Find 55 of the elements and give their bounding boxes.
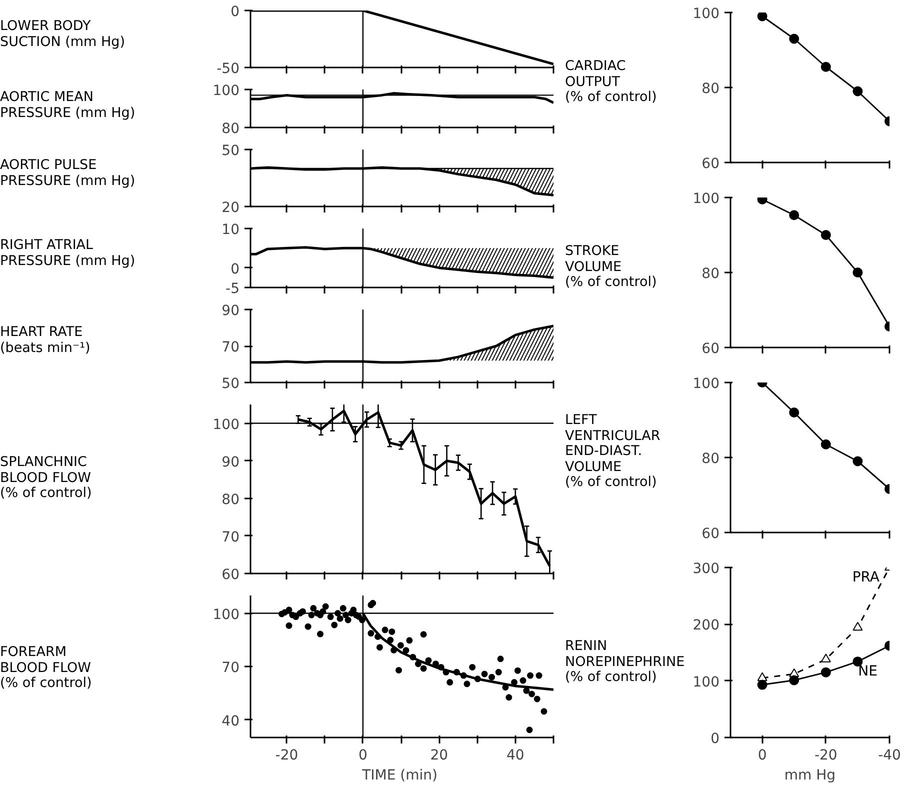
y-tick-label: 80 bbox=[222, 492, 240, 508]
x-tick-label: -20 bbox=[275, 748, 298, 764]
y-tick-label: 100 bbox=[692, 376, 720, 392]
y-axis-title: STROKE VOLUME (% of control) bbox=[565, 243, 657, 291]
x-tick-label: -20 bbox=[814, 748, 838, 764]
y-axis-title: CARDIAC OUTPUT (% of control) bbox=[565, 58, 657, 106]
y-tick-label: 60 bbox=[702, 526, 720, 542]
y-tick-label: 60 bbox=[702, 156, 720, 172]
x-tick-label: 0 bbox=[358, 748, 368, 764]
y-tick-label: 100 bbox=[692, 674, 720, 690]
y-tick-label: -50 bbox=[216, 61, 240, 77]
y-axis-title: RENIN NOREPINEPHRINE (% of control) bbox=[565, 638, 685, 686]
y-axis-title: SPLANCHNIC BLOOD FLOW (% of control) bbox=[0, 454, 92, 502]
y-tick-label: 300 bbox=[692, 561, 720, 577]
y-tick-label: 100 bbox=[692, 6, 720, 22]
x-tick-label: 40 bbox=[506, 748, 524, 764]
y-tick-label: 90 bbox=[222, 454, 240, 470]
y-tick-label: -5 bbox=[226, 281, 240, 297]
y-tick-label: 80 bbox=[702, 81, 720, 97]
y-axis-title: AORTIC MEAN PRESSURE (mm Hg) bbox=[0, 89, 136, 122]
y-tick-label: 10 bbox=[222, 222, 240, 238]
y-axis-title: AORTIC PULSE PRESSURE (mm Hg) bbox=[0, 157, 136, 190]
y-tick-label: 100 bbox=[692, 191, 720, 207]
y-tick-label: 70 bbox=[222, 340, 240, 356]
series-label: NE bbox=[858, 664, 878, 680]
y-tick-label: 80 bbox=[222, 121, 240, 137]
y-tick-label: 50 bbox=[222, 143, 240, 159]
y-axis-title: LEFT VENTRICULAR END-DIAST. VOLUME (% of control) bbox=[565, 412, 660, 491]
y-tick-label: 50 bbox=[222, 376, 240, 392]
y-tick-label: 100 bbox=[212, 606, 240, 623]
y-tick-label: 70 bbox=[222, 660, 240, 676]
y-tick-label: 100 bbox=[212, 416, 240, 433]
x-tick-label: -40 bbox=[878, 748, 901, 764]
y-tick-label: 0 bbox=[230, 261, 240, 278]
y-tick-label: 60 bbox=[222, 567, 240, 583]
y-tick-label: 80 bbox=[702, 266, 720, 282]
y-tick-label: 90 bbox=[222, 303, 240, 319]
y-tick-label: 200 bbox=[692, 618, 720, 634]
y-tick-label: 0 bbox=[230, 4, 240, 20]
y-tick-label: 100 bbox=[212, 83, 240, 99]
y-axis-title: RIGHT ATRIAL PRESSURE (mm Hg) bbox=[0, 237, 136, 270]
x-axis-title: mm Hg bbox=[784, 768, 836, 784]
y-tick-label: 80 bbox=[702, 451, 720, 467]
y-axis-title: HEART RATE (beats min⁻¹) bbox=[0, 324, 90, 356]
series-label: PRA bbox=[852, 570, 880, 586]
y-tick-label: 0 bbox=[710, 731, 720, 747]
x-tick-label: 0 bbox=[758, 748, 767, 764]
y-axis-title: FOREARM BLOOD FLOW (% of control) bbox=[0, 644, 92, 692]
y-tick-label: 60 bbox=[702, 341, 720, 357]
x-tick-label: 20 bbox=[430, 748, 448, 764]
y-tick-label: 70 bbox=[222, 529, 240, 546]
y-axis-title: LOWER BODY SUCTION (mm Hg) bbox=[0, 18, 125, 50]
y-tick-label: 20 bbox=[222, 200, 240, 216]
y-tick-label: 40 bbox=[222, 713, 240, 730]
x-axis-title: TIME (min) bbox=[361, 768, 438, 784]
